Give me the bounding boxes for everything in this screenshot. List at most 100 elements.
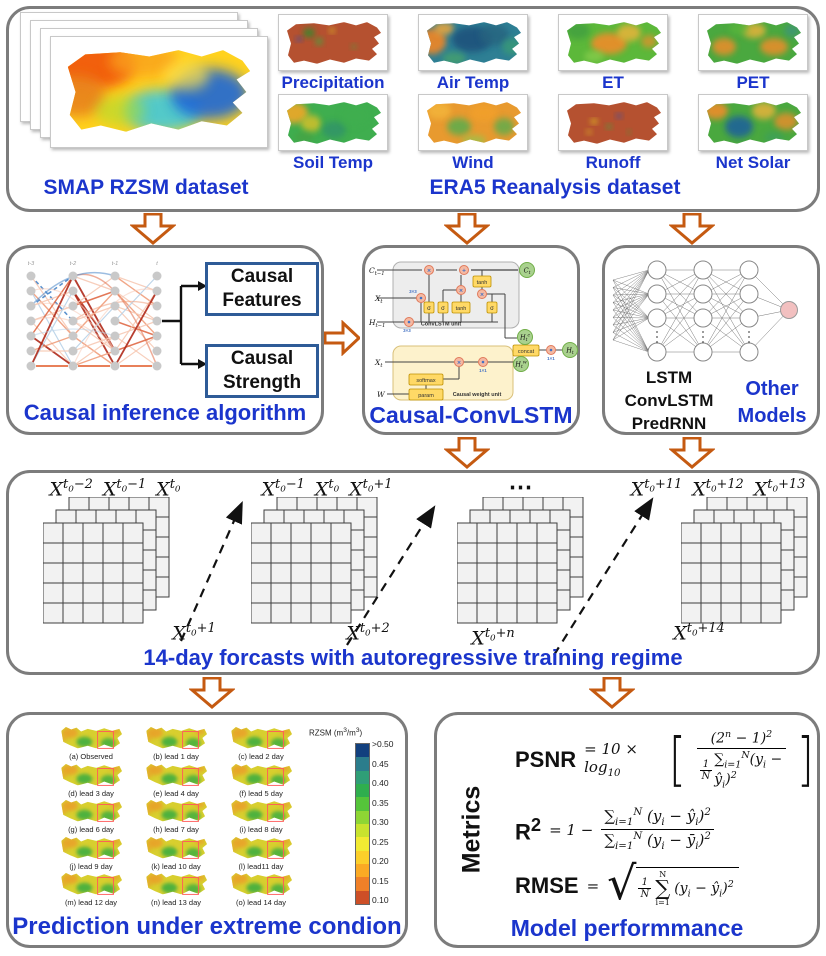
svg-text:Ht−1: Ht−1 xyxy=(368,318,385,329)
forecast-grid-stack xyxy=(457,497,584,624)
colorbar-tick-label: 0.45 xyxy=(372,758,389,769)
svg-text:+: + xyxy=(462,267,466,274)
forecast-tensor-label: Xt0−1 xyxy=(261,477,305,501)
model-name-predrnn: PredRNN xyxy=(631,414,707,433)
causal-convlstm-box: σ σ tanh tanh σ softmax param concat × + × × × Ct Htc H… xyxy=(362,245,580,435)
prediction-map-image xyxy=(146,872,208,895)
psnr-bracket-left: [ xyxy=(668,725,686,794)
forecast-tensor-label: ⋯ xyxy=(508,474,533,501)
flow-arrow-down-metrics xyxy=(587,676,637,714)
r2-numerator: ∑i=1N (yi − ŷi)2 xyxy=(604,807,711,828)
arrow-a6-icon xyxy=(187,676,237,709)
era5-map-tile xyxy=(558,94,668,151)
prediction-map-label: (n) lead 13 day xyxy=(150,898,202,907)
colorbar-tick-label: >0.50 xyxy=(372,739,394,749)
causal-graph: t-3 t-2 t-1 t xyxy=(15,256,209,403)
svg-text:σ: σ xyxy=(441,306,445,312)
prediction-map-image xyxy=(61,763,123,786)
model-name-convlstm: ConvLSTM xyxy=(624,391,714,410)
flow-arrow-down-prediction xyxy=(187,676,237,714)
colorbar-tick-label: 0.25 xyxy=(372,836,389,847)
prediction-map-label: (e) lead 4 day xyxy=(153,788,199,798)
other-models-label: Other Models xyxy=(727,376,817,430)
era5-map-tile xyxy=(278,14,388,71)
psnr-one-over-n: 1 N xyxy=(699,758,713,782)
era5-map-label: PET xyxy=(736,73,770,92)
model-name-lstm: LSTM xyxy=(645,368,693,387)
r2-fraction: ∑i=1N (yi − ŷi)2 ∑i=1N (yi − ȳi)2 xyxy=(601,807,714,852)
causal-box-caption: Causal inference algorithm xyxy=(23,400,307,425)
svg-text:t-3: t-3 xyxy=(28,261,35,267)
r2-denominator: ∑i=1N (yi − ȳi)2 xyxy=(604,831,711,852)
psnr-formula: PSNR = 10 × log10 [ (2n − 1)2 1 N ∑i=1N(… xyxy=(515,729,817,791)
svg-text:Ct: Ct xyxy=(524,266,531,276)
colorbar-title: RZSM (m3/m3) xyxy=(309,727,363,738)
svg-text:Ht: Ht xyxy=(565,346,574,356)
era5-map-image-soiltemp xyxy=(287,102,381,144)
era5-map-label: Net Solar xyxy=(715,153,791,172)
rmse-sqrt: √ 1 N N ∑ i=1 (yi − ŷi)2 xyxy=(607,856,739,910)
flow-arrow-down-era5-left xyxy=(442,212,492,250)
forecast-bottom-label: Xt0+1 xyxy=(172,621,216,645)
prediction-map-image xyxy=(146,799,208,822)
forecast-top-labels: Xt0−1 Xt0 Xt0+1 xyxy=(227,477,427,500)
psnr-fraction: (2n − 1)2 1 N ∑i=1N(yi − ŷi)2 xyxy=(696,729,787,791)
era5-map-image-pet xyxy=(707,22,801,64)
rmse-sum-top: N xyxy=(659,870,667,879)
prediction-map-image xyxy=(231,726,293,749)
svg-text:Htw: Htw xyxy=(514,360,527,370)
svg-text:3×3: 3×3 xyxy=(409,289,417,294)
svg-text:σ: σ xyxy=(490,306,494,312)
rmse-sum-sigma: ∑ xyxy=(655,876,671,900)
forecast-top-labels: ⋯ xyxy=(457,473,584,502)
psnr-den-one: 1 xyxy=(702,758,710,770)
prediction-caption: Prediction under extreme condion xyxy=(12,913,402,940)
flow-arrow-down-era5-right xyxy=(667,212,717,250)
causal-features-line2: Features xyxy=(222,290,302,311)
prediction-map-image xyxy=(61,799,123,822)
rmse-frac-one: 1 xyxy=(641,877,649,889)
era5-map-tile xyxy=(698,94,808,151)
rmse-body: (yi − ŷi)2 xyxy=(674,878,734,900)
colorbar-tick-label: 0.35 xyxy=(372,797,389,808)
rmse-radical: √ xyxy=(607,856,637,910)
rmse-lead: = xyxy=(586,876,600,895)
causal-features-box: Causal Features xyxy=(205,262,319,316)
prediction-map-label: (f) lead 5 day xyxy=(239,788,283,798)
psnr-lead: = 10 × log10 xyxy=(584,740,638,780)
prediction-map-label: (a) Observed xyxy=(69,752,113,761)
r2-name: R2 xyxy=(515,813,542,845)
colorbar-tick-label: 0.40 xyxy=(372,778,389,788)
smap-front-card xyxy=(50,36,268,148)
svg-text:1×1: 1×1 xyxy=(479,368,487,373)
svg-text:t-1: t-1 xyxy=(112,261,118,267)
era5-map-tile xyxy=(558,14,668,71)
era5-map-tile xyxy=(418,14,528,71)
prediction-map-label: (o) lead 14 day xyxy=(235,898,287,907)
other-models-box: LSTM ConvLSTM PredRNN Other Models xyxy=(602,245,820,435)
era5-map-label: Wind xyxy=(452,153,494,172)
prediction-map-image xyxy=(146,763,208,786)
r2-lead: = 1 − xyxy=(549,820,594,839)
forecast-tensor-label: Xt0+11 xyxy=(630,477,683,501)
era5-map-image-precip xyxy=(287,22,381,64)
forecast-grid-stack xyxy=(251,497,378,624)
prediction-map-image xyxy=(231,799,293,822)
era5-dataset-label: ERA5 Reanalysis dataset xyxy=(429,176,681,199)
forecast-panel: Xt0−2 Xt0−1 Xt0 Xt0+1 Xt0−1 Xt0 Xt0+1 Xt0+2 ⋯ Xt0… xyxy=(6,470,820,675)
era5-map-label: Air Temp xyxy=(436,73,510,92)
other-models-label-line1: Other xyxy=(745,378,799,400)
prediction-map-label: (k) lead 10 day xyxy=(151,861,201,871)
psnr-denominator: 1 N ∑i=1N(yi − ŷi)2 xyxy=(696,747,787,791)
causal-strength-line2: Strength xyxy=(222,372,302,393)
prediction-map-label: (m) lead 12 day xyxy=(64,898,118,907)
causal-strength-box: Causal Strength xyxy=(205,344,319,398)
arrow-a5-icon xyxy=(667,436,717,469)
forecast-tensor-label: Xt0+1 xyxy=(349,477,393,501)
rmse-frac-nn: N xyxy=(638,888,652,901)
svg-text:param: param xyxy=(418,393,434,399)
svg-text:Htc: Htc xyxy=(519,333,531,343)
era5-map-label: Soil Temp xyxy=(293,153,373,172)
era5-map-label: Precipitation xyxy=(281,73,385,92)
svg-text:concat: concat xyxy=(518,349,535,355)
